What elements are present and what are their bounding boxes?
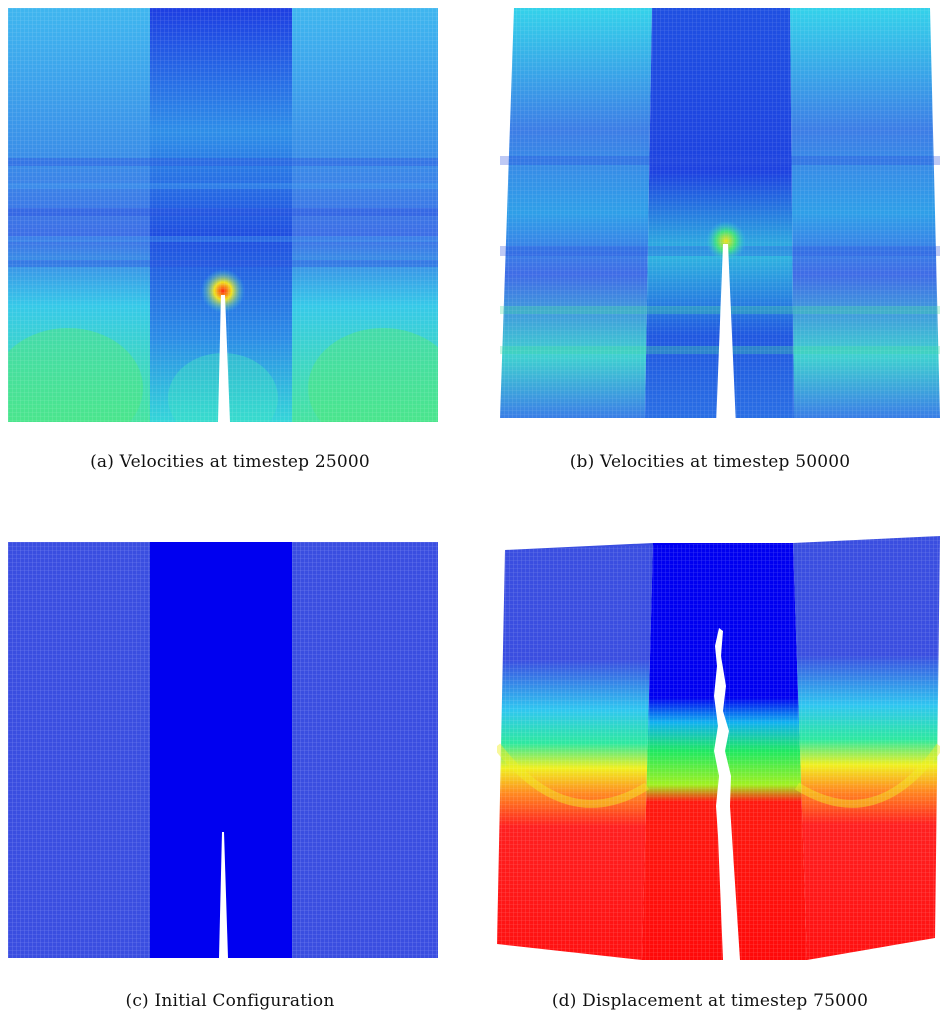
panel-a-caption: (a) Velocities at timestep 25000 (90, 452, 370, 472)
panel-b-caption: (b) Velocities at timestep 50000 (569, 452, 851, 472)
mesh-initial (8, 542, 438, 958)
panel-a-velocities-25000 (8, 8, 438, 422)
panel-c-caption: (c) Initial Configuration (125, 991, 335, 1011)
velocity-field-b (500, 8, 940, 426)
velocity-field-a (8, 8, 438, 422)
panel-d-caption: (d) Displacement at timestep 75000 (551, 991, 869, 1011)
displacement-field-d (497, 536, 940, 960)
panel-d-displacement-75000 (497, 536, 940, 960)
panel-b-velocities-50000 (500, 6, 940, 426)
panel-c-initial-configuration (8, 542, 438, 958)
